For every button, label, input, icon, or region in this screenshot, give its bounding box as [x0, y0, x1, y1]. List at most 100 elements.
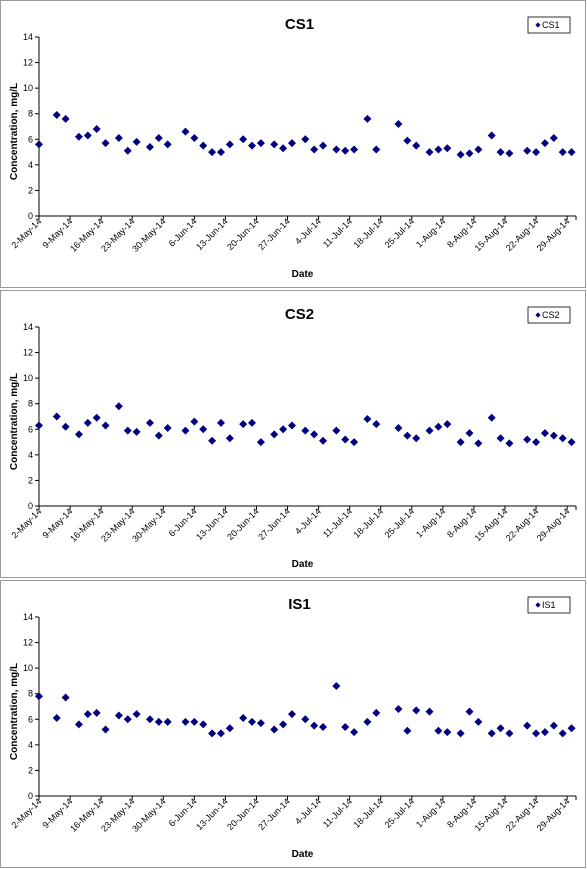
- data-point: [61, 422, 70, 431]
- data-point: [83, 710, 92, 719]
- data-point: [434, 726, 443, 735]
- data-point: [61, 693, 70, 702]
- legend-marker: [535, 22, 541, 28]
- y-tick-label: 6: [28, 714, 33, 724]
- data-point: [199, 425, 208, 434]
- data-point: [216, 148, 225, 157]
- x-tick-label: 27-Jun-14: [256, 506, 292, 542]
- data-point: [549, 134, 558, 143]
- legend-box: [527, 596, 571, 614]
- data-point: [425, 426, 434, 435]
- data-point: [239, 135, 248, 144]
- data-point: [92, 708, 101, 717]
- y-tick-label: 4: [28, 740, 33, 750]
- data-point: [163, 140, 172, 149]
- legend-box: [527, 306, 571, 324]
- data-point: [363, 114, 372, 123]
- x-tick-label: 27-Jun-14: [256, 796, 292, 832]
- data-point: [332, 145, 341, 154]
- data-point: [216, 418, 225, 427]
- data-point: [190, 717, 199, 726]
- x-axis-label: Date: [292, 269, 314, 280]
- data-point: [549, 431, 558, 440]
- data-point: [558, 434, 567, 443]
- data-point: [208, 148, 217, 157]
- data-point: [123, 426, 132, 435]
- data-point: [279, 144, 288, 153]
- chart-panel-is1: IS1 0 2 4 6 8 10 12 14 2-May-14 9-May-14 16-May-14 2…: [0, 580, 586, 868]
- data-point: [505, 439, 514, 448]
- x-tick-label: 6-Jun-14: [167, 506, 199, 538]
- data-point: [256, 719, 265, 728]
- x-tick-label: 1-Aug-14: [414, 796, 447, 829]
- x-tick-label: 11-Jul-14: [321, 796, 354, 829]
- y-tick-label: 10: [23, 663, 33, 673]
- y-tick-label: 8: [28, 399, 33, 409]
- x-tick-label: 25-Jul-14: [383, 216, 417, 250]
- data-point: [190, 417, 199, 426]
- chart-panel-cs2: CS2 0 2 4 6 8 10 12 14 2-May-14 9-May-14 16-May-14 2…: [0, 290, 586, 578]
- x-tick-label: 20-Jun-14: [225, 216, 261, 252]
- data-point: [52, 412, 61, 421]
- data-point: [248, 717, 257, 726]
- legend-box: [527, 16, 571, 34]
- x-tick-label: 30-May-14: [130, 216, 167, 253]
- data-point: [558, 148, 567, 157]
- legend-marker: [535, 602, 541, 608]
- data-point: [74, 720, 83, 729]
- x-tick-label: 29-Aug-14: [535, 796, 572, 833]
- data-point: [132, 710, 141, 719]
- data-point: [145, 142, 154, 151]
- data-point: [216, 729, 225, 738]
- data-point: [287, 139, 296, 148]
- chart-title: CS2: [285, 306, 314, 323]
- chart-panel-cs1: CS1 0 2 4 6 8 10 12 14 2-May-14 9-May-14 16-May-14 2…: [0, 0, 586, 288]
- data-point: [83, 418, 92, 427]
- x-tick-label: 18-Jul-14: [352, 796, 386, 830]
- data-point: [456, 729, 465, 738]
- y-axis-label: Concentration, mg/L: [9, 373, 20, 470]
- y-tick-label: 4: [28, 450, 33, 460]
- data-point: [443, 728, 452, 737]
- y-tick-label: 8: [28, 689, 33, 699]
- data-point: [532, 729, 541, 738]
- data-point: [443, 420, 452, 429]
- data-point: [92, 125, 101, 134]
- data-point: [190, 134, 199, 143]
- data-point: [341, 435, 350, 444]
- data-point: [465, 429, 474, 438]
- data-point: [319, 436, 328, 445]
- y-tick-label: 10: [23, 83, 33, 93]
- data-point: [332, 682, 341, 691]
- data-point: [332, 426, 341, 435]
- y-tick-label: 2: [28, 185, 33, 195]
- data-point: [474, 145, 483, 154]
- x-tick-label: 13-Jun-14: [194, 216, 230, 252]
- data-point: [270, 140, 279, 149]
- data-point: [74, 430, 83, 439]
- data-point: [248, 141, 257, 150]
- x-tick-label: 2-May-14: [9, 216, 43, 250]
- data-point: [456, 150, 465, 159]
- y-tick-label: 0: [28, 211, 33, 221]
- x-tick-label: 6-Jun-14: [167, 796, 199, 828]
- data-point: [496, 724, 505, 733]
- data-point: [225, 140, 234, 149]
- y-tick-label: 4: [28, 160, 33, 170]
- data-point: [239, 420, 248, 429]
- data-point: [394, 705, 403, 714]
- data-point: [394, 119, 403, 128]
- x-tick-label: 27-Jun-14: [256, 216, 292, 252]
- legend-label: IS1: [542, 600, 556, 610]
- data-point: [549, 721, 558, 730]
- x-tick-label: 11-Jul-14: [321, 216, 354, 249]
- chart-title: IS1: [288, 596, 311, 613]
- data-point: [123, 146, 132, 155]
- x-tick-label: 2-May-14: [9, 506, 43, 540]
- data-point: [443, 144, 452, 153]
- y-tick-label: 14: [23, 32, 33, 42]
- data-point: [487, 131, 496, 140]
- data-point: [256, 438, 265, 447]
- chart-title: CS1: [285, 16, 314, 33]
- data-point: [163, 717, 172, 726]
